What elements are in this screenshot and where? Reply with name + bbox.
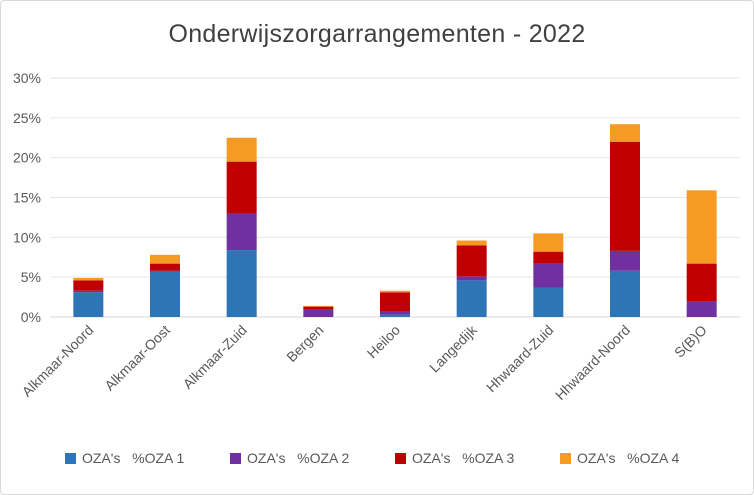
bar-segment (150, 270, 180, 272)
bar-segment (456, 245, 487, 277)
bar-segment (150, 271, 180, 317)
y-tick-label: 25% (13, 110, 41, 126)
x-tick-label: Alkmaar-Zuid (180, 322, 250, 392)
x-tick-label: Heiloo (364, 322, 404, 362)
x-tick-label: Alkmaar-Noord (19, 322, 97, 400)
bar-segment (380, 314, 410, 317)
x-tick-label: Alkmaar-Oost (101, 322, 173, 394)
x-tick-label: Hhwaard-Zuid (483, 322, 556, 395)
y-tick-label: 20% (13, 150, 41, 166)
bar-segment (686, 190, 717, 264)
bar-segment (533, 233, 564, 252)
bar-segment (380, 290, 410, 293)
y-tick-label: 0% (21, 309, 41, 325)
legend-label: OZA's %OZA 1 (82, 450, 184, 466)
x-tick-label: Bergen (283, 322, 326, 365)
bar-segment (686, 263, 717, 302)
bar-segment (533, 251, 564, 264)
bar-segment (73, 277, 104, 281)
bar-segment (150, 263, 180, 271)
bar-segment (73, 280, 104, 291)
legend-swatch (230, 453, 241, 464)
bar-segment (610, 124, 640, 142)
bar-segment (380, 292, 410, 312)
legend-label: OZA's %OZA 2 (247, 450, 349, 466)
bar-segment (303, 309, 334, 317)
bar-segment (226, 161, 257, 214)
bar-segment (73, 292, 104, 317)
bar-segment (610, 250, 640, 271)
bar-segment (610, 141, 640, 251)
chart-title: Onderwijszorgarrangementen - 2022 (168, 20, 586, 48)
y-tick-label: 15% (13, 190, 41, 206)
x-tick-label: S(B)O (671, 322, 710, 361)
bar-segment (456, 276, 487, 281)
legend-swatch (65, 453, 76, 464)
bar-segment (150, 254, 180, 264)
bar-segment (533, 263, 564, 288)
y-tick-label: 30% (13, 70, 41, 86)
bar-segment (456, 280, 487, 317)
legend-label: OZA's %OZA 3 (412, 450, 514, 466)
bar-segment (226, 213, 257, 251)
bar-segment (303, 305, 334, 307)
y-tick-label: 10% (13, 229, 41, 245)
bar-segment (73, 290, 104, 293)
legend-swatch (395, 453, 406, 464)
y-tick-label: 5% (21, 269, 41, 285)
bar-segment (456, 240, 487, 246)
x-tick-label: Langedijk (426, 321, 480, 375)
bar-segment (380, 311, 410, 315)
bar-segment (303, 306, 334, 310)
bar-segment (610, 270, 640, 317)
bar-segment (226, 250, 257, 317)
bar-segment (686, 301, 717, 317)
bar-segment (533, 287, 564, 317)
legend-swatch (560, 453, 571, 464)
legend-label: OZA's %OZA 4 (577, 450, 679, 466)
x-tick-label: Hhwaard-Noord (552, 322, 633, 403)
bar-segment (226, 137, 257, 162)
